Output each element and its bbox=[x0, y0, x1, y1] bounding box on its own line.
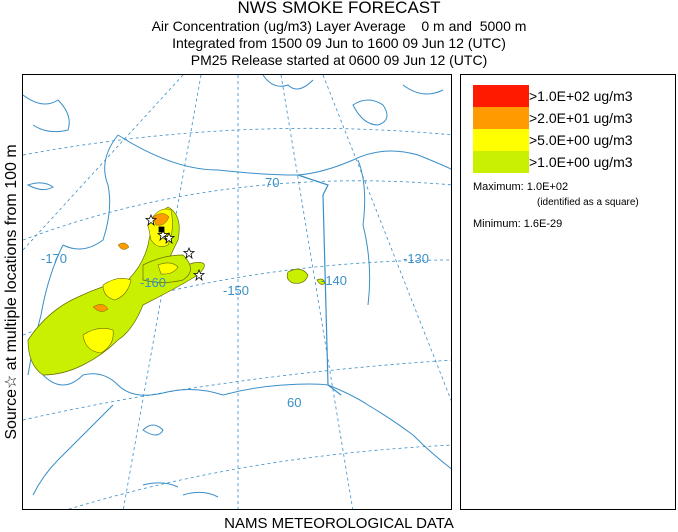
side-label-container: Source☆ at multiple locations from 100 m bbox=[0, 74, 22, 510]
source-label: Source☆ at multiple locations from 100 m bbox=[3, 144, 20, 440]
max-square bbox=[158, 226, 165, 233]
minimum-value: Minimum: 1.6E-29 bbox=[473, 218, 563, 230]
footer-data-source: NAMS METEOROLOGICAL DATA bbox=[224, 515, 454, 532]
plume-east-blob bbox=[286, 268, 309, 284]
legend-label: >5.0E+00 ug/m3 bbox=[529, 132, 633, 148]
meridian-label-140: -140 bbox=[321, 273, 347, 288]
legend-item: >1.0E+00 ug/m3 bbox=[473, 151, 663, 173]
legend-label: >1.0E+02 ug/m3 bbox=[529, 88, 633, 104]
plume-orange-2 bbox=[117, 242, 130, 250]
subtitle-release: PM25 Release started at 0600 09 Jun 12 (… bbox=[190, 52, 488, 68]
coast-south bbox=[222, 383, 451, 470]
parallel-label-70: 70 bbox=[265, 175, 279, 190]
kodiak-island bbox=[142, 424, 164, 436]
legend-label: >1.0E+00 ug/m3 bbox=[529, 154, 633, 170]
plume-east-small bbox=[316, 278, 326, 285]
legend-label: >2.0E+01 ug/m3 bbox=[529, 110, 633, 126]
mackenzie-coast bbox=[357, 159, 371, 306]
plume-yellow-mid bbox=[157, 262, 179, 275]
aleutian-2 bbox=[182, 491, 219, 498]
legend-item: >2.0E+01 ug/m3 bbox=[473, 107, 663, 129]
coast-northwest bbox=[62, 134, 119, 250]
parallel-55 bbox=[68, 444, 451, 509]
maximum-note: (identified as a square) bbox=[537, 197, 639, 208]
aleutian-1 bbox=[142, 482, 179, 488]
plume-level-3 bbox=[92, 213, 170, 312]
meridian-140 bbox=[280, 75, 354, 509]
border-line bbox=[297, 174, 342, 396]
subtitle-integration: Integrated from 1500 09 Jun to 1600 09 J… bbox=[172, 35, 506, 51]
meridian-label-130: -130 bbox=[403, 251, 429, 266]
st-lawrence-island bbox=[26, 182, 54, 191]
maximum-value: Maximum: 1.0E+02 bbox=[473, 181, 569, 193]
meridian-label-150: -150 bbox=[223, 283, 249, 298]
page-title: NWS SMOKE FORECAST bbox=[237, 0, 441, 17]
legend-swatch bbox=[473, 129, 529, 151]
legend-swatch bbox=[473, 85, 529, 107]
coast-southwest bbox=[42, 373, 224, 396]
arctic-island-2 bbox=[352, 99, 388, 126]
coast-north bbox=[117, 134, 451, 176]
graticule bbox=[23, 75, 451, 509]
source-star bbox=[162, 231, 176, 245]
parallel-label-60: 60 bbox=[287, 395, 301, 410]
coastlines bbox=[23, 75, 451, 498]
source-markers bbox=[144, 213, 206, 282]
legend-swatch bbox=[473, 151, 529, 173]
legend-panel: >1.0E+02 ug/m3 >2.0E+01 ug/m3 >5.0E+00 u… bbox=[460, 74, 676, 510]
plume-yellow-south bbox=[82, 328, 114, 354]
arctic-island-1 bbox=[262, 75, 314, 90]
plume-level-1 bbox=[27, 206, 326, 376]
meridian-label-170: -170 bbox=[41, 251, 67, 266]
legend-item: >5.0E+00 ug/m3 bbox=[473, 129, 663, 151]
meridian-label-160: -160 bbox=[140, 275, 166, 290]
legend-swatch bbox=[473, 107, 529, 129]
plume-orange-3 bbox=[92, 304, 109, 312]
source-star bbox=[182, 246, 196, 260]
arctic-island-3 bbox=[402, 84, 444, 95]
source-star bbox=[144, 213, 158, 227]
parallel-60 bbox=[23, 359, 451, 421]
plume-yellow-west bbox=[102, 278, 132, 301]
map-panel[interactable]: -170 -160 -150 -140 -130 70 60 bbox=[22, 74, 452, 510]
meridian-160 bbox=[122, 75, 202, 509]
plume-orange-1 bbox=[152, 213, 170, 226]
source-star bbox=[192, 268, 206, 282]
source-star bbox=[156, 228, 170, 242]
alaska-peninsula bbox=[32, 404, 114, 496]
meridian-130 bbox=[322, 75, 451, 402]
chukotka bbox=[23, 94, 70, 133]
subtitle-layer: Air Concentration (ug/m3) Layer Average … bbox=[151, 18, 527, 34]
parallel-70 bbox=[23, 180, 451, 241]
legend-item: >1.0E+02 ug/m3 bbox=[473, 85, 663, 107]
map-svg: -170 -160 -150 -140 -130 70 60 bbox=[23, 75, 451, 509]
